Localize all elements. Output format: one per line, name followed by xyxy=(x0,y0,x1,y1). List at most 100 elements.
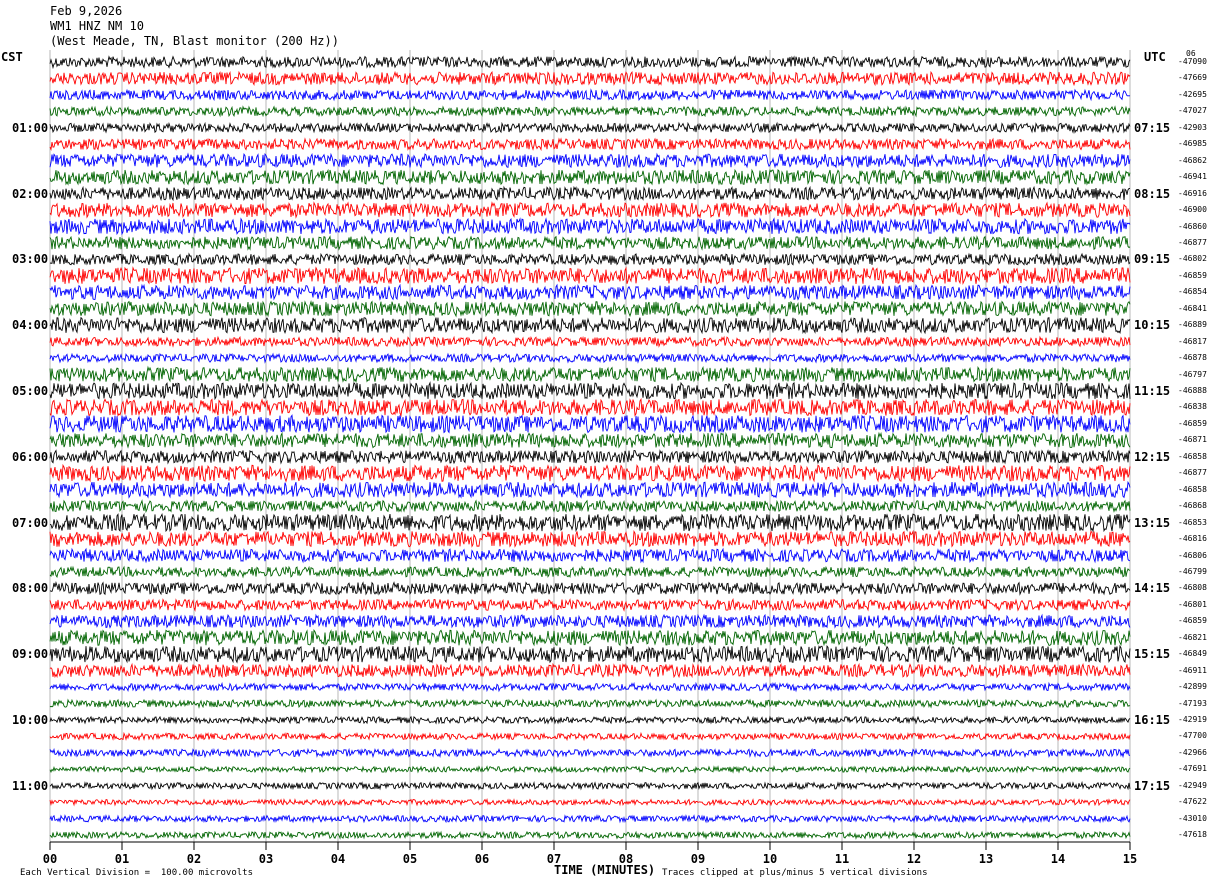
line-offset-label: -46985 xyxy=(1178,139,1207,149)
line-offset-label: -46941 xyxy=(1178,172,1207,182)
location-label: (West Meade, TN, Blast monitor (200 Hz)) xyxy=(50,34,339,48)
line-offset-label: -42966 xyxy=(1178,747,1207,757)
seismic-traces xyxy=(49,55,1131,840)
trace-line xyxy=(49,55,1131,70)
line-offset-label: -46799 xyxy=(1178,566,1207,576)
line-offset-label: -46816 xyxy=(1178,534,1207,544)
line-offset-label: -46900 xyxy=(1178,205,1207,215)
trace-line xyxy=(49,681,1131,693)
trace-line xyxy=(49,698,1131,709)
line-offset-label: -46838 xyxy=(1178,402,1207,412)
trace-line xyxy=(49,70,1131,87)
x-tick-label: 14 xyxy=(1050,852,1066,866)
trace-line xyxy=(49,152,1131,169)
left-hour-label: 04:00 xyxy=(12,318,49,333)
station-label: WM1 HNZ NM 10 xyxy=(50,19,144,33)
line-offset-label: -46802 xyxy=(1178,254,1207,264)
left-hour-label: 11:00 xyxy=(12,778,49,793)
trace-line xyxy=(49,431,1131,449)
right-hour-label: 16:15 xyxy=(1134,713,1171,727)
line-offset-label: -46878 xyxy=(1178,353,1207,363)
trace-line xyxy=(49,105,1131,118)
line-offset-label: -42695 xyxy=(1178,89,1207,99)
right-hour-label: 13:15 xyxy=(1134,515,1171,530)
x-tick-label: 07 xyxy=(546,852,562,866)
line-offset-label: -43010 xyxy=(1178,813,1207,823)
line-offset-label: -46889 xyxy=(1178,320,1207,330)
right-first-label: 06 xyxy=(1186,49,1196,58)
trace-line xyxy=(49,798,1131,807)
line-offset-label: -46817 xyxy=(1178,336,1207,346)
left-hour-label: 07:00 xyxy=(12,515,49,530)
right-timezone: UTC xyxy=(1144,50,1166,64)
line-offset-label: -42949 xyxy=(1178,780,1207,790)
trace-line xyxy=(49,598,1131,612)
line-offset-label: -46808 xyxy=(1178,583,1207,593)
trace-line xyxy=(49,449,1131,465)
right-hour-label: 15:15 xyxy=(1134,647,1171,662)
line-offset-label: -46860 xyxy=(1178,221,1207,231)
trace-line xyxy=(49,813,1131,824)
line-offset-label: -47027 xyxy=(1178,106,1207,116)
line-offset-label: -42899 xyxy=(1178,682,1207,692)
trace-line xyxy=(49,335,1131,348)
date-label: Feb 9,2026 xyxy=(50,4,123,18)
line-offset-label: -46849 xyxy=(1178,649,1207,659)
right-hour-label: 14:15 xyxy=(1134,581,1171,596)
line-offset-label: -46821 xyxy=(1178,632,1207,642)
right-hour-label: 07:15 xyxy=(1134,120,1171,135)
left-hour-label: 02:00 xyxy=(12,186,49,201)
x-tick-label: 06 xyxy=(474,852,490,866)
x-tick-label: 12 xyxy=(906,852,922,866)
line-offset-label: -47090 xyxy=(1178,57,1207,66)
trace-line xyxy=(49,629,1131,647)
trace-line xyxy=(49,168,1131,186)
left-hour-label: 09:00 xyxy=(12,647,49,662)
x-tick-label: 08 xyxy=(618,852,634,866)
trace-line xyxy=(49,88,1131,102)
line-offset-label: -47193 xyxy=(1178,698,1207,708)
trace-line xyxy=(49,581,1131,596)
left-hour-label: 10:00 xyxy=(12,713,49,727)
line-offset-label: -46916 xyxy=(1178,188,1207,198)
trace-line xyxy=(49,283,1131,301)
trace-line xyxy=(49,731,1131,742)
trace-line xyxy=(49,137,1131,152)
line-offset-label: -46877 xyxy=(1178,468,1207,478)
right-hour-label: 11:15 xyxy=(1134,384,1171,398)
trace-line xyxy=(49,217,1131,236)
line-offset-label: -46862 xyxy=(1178,155,1207,165)
vertical-division-note: Each Vertical Division = 100.00 microvol… xyxy=(20,868,253,878)
line-offset-label: -46877 xyxy=(1178,237,1207,247)
trace-line xyxy=(49,613,1131,629)
left-hour-label: 01:00 xyxy=(12,120,49,135)
trace-line xyxy=(49,547,1131,564)
line-offset-label: -46858 xyxy=(1178,484,1207,494)
line-offset-label: -46859 xyxy=(1178,418,1207,428)
trace-line xyxy=(49,499,1131,514)
left-hour-label: 06:00 xyxy=(12,449,49,464)
line-offset-label: -46853 xyxy=(1178,517,1207,527)
trace-line xyxy=(49,266,1131,286)
trace-line xyxy=(49,480,1131,499)
left-hour-label: 05:00 xyxy=(12,384,49,398)
line-offset-label: -46797 xyxy=(1178,369,1207,379)
left-hour-label: 03:00 xyxy=(12,252,49,267)
line-offset-label: -46841 xyxy=(1178,303,1207,313)
trace-line xyxy=(49,747,1131,759)
line-offset-label: -46859 xyxy=(1178,616,1207,626)
line-offset-label: -46888 xyxy=(1178,386,1207,395)
line-offset-label: -46854 xyxy=(1178,287,1207,297)
line-offset-label: -46859 xyxy=(1178,270,1207,280)
line-offset-label: -46801 xyxy=(1178,599,1207,609)
left-timezone: CST xyxy=(1,50,23,64)
trace-line xyxy=(49,662,1131,679)
line-offset-label: -47622 xyxy=(1178,797,1207,807)
right-hour-label: 17:15 xyxy=(1134,778,1171,793)
x-tick-label: 04 xyxy=(330,852,346,866)
trace-line xyxy=(49,512,1131,533)
x-tick-label: 15 xyxy=(1122,852,1138,866)
right-hour-label: 10:15 xyxy=(1134,318,1171,333)
trace-line xyxy=(49,397,1131,418)
